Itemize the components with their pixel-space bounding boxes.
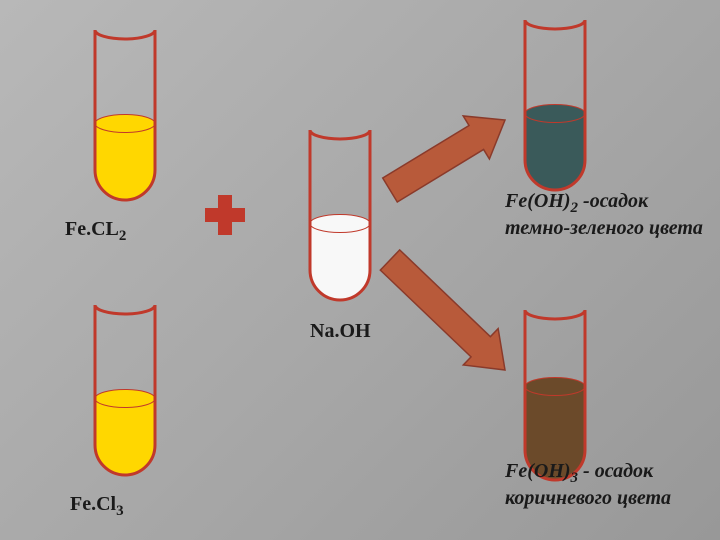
label-fecl2: Fe.CL2 — [65, 218, 126, 245]
label-feoh2: Fe(OH)2 -осадок темно-зеленого цвета — [505, 190, 705, 240]
label-fecl3: Fe.Cl3 — [70, 493, 124, 520]
label-naoh: Na.OH — [310, 320, 371, 343]
diagram-canvas — [0, 0, 720, 540]
label-feoh3: Fe(OH)3 - осадок коричневого цвета — [505, 460, 705, 510]
